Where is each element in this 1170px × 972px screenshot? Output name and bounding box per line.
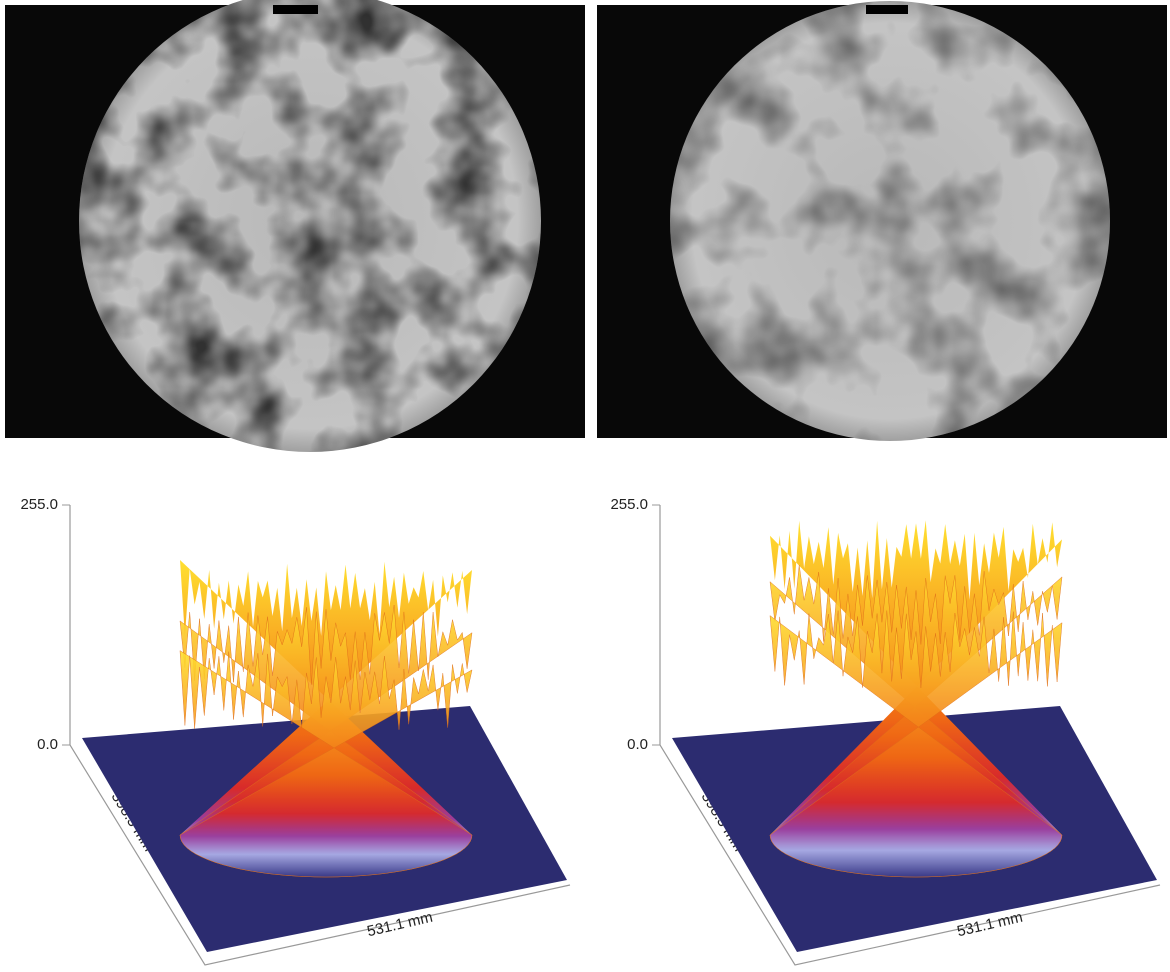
surface-plot: 255.00.0398.3 mm531.1 mm: [610, 496, 1160, 965]
figure: 255.00.0398.3 mm531.1 mm255.00.0398.3 mm…: [0, 0, 1170, 972]
z-min-label: 0.0: [37, 736, 58, 753]
speckle: [670, 0, 1110, 442]
z-min-label: 0.0: [627, 736, 648, 753]
notch: [273, 5, 318, 14]
z-max-label: 255.0: [20, 496, 58, 513]
page: 255.00.0398.3 mm531.1 mm255.00.0398.3 mm…: [0, 0, 1170, 972]
surface-plot: 255.00.0398.3 mm531.1 mm: [20, 496, 570, 965]
notch: [866, 5, 908, 14]
speckle: [79, 0, 541, 452]
z-max-label: 255.0: [610, 496, 648, 513]
